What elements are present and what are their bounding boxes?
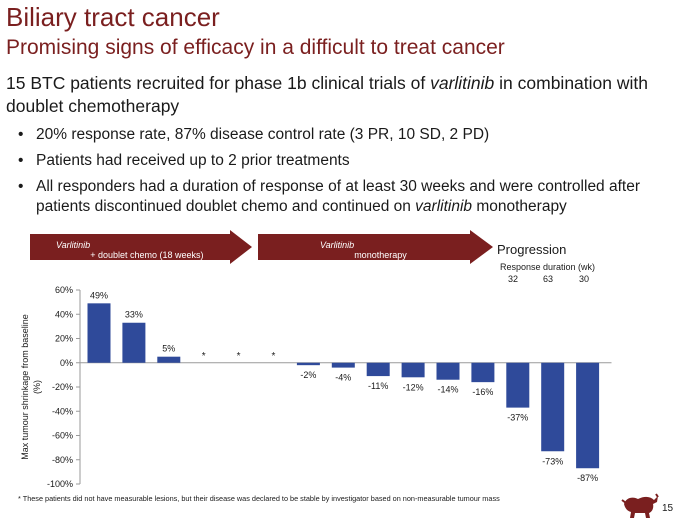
lead-post: in combination with doublet chemotherapy [6,73,648,116]
bar [506,362,530,408]
phase-2-drug: Varlitinib [320,240,355,250]
response-duration-2: 63 [542,274,553,284]
bar-value-label: -4% [335,373,351,383]
bar-value-label: 49% [90,290,108,300]
bar [157,356,181,363]
bar-value-label: -12% [403,382,424,392]
response-duration-3: 30 [578,274,589,284]
bullet-responders: All responders had a duration of respons… [18,177,688,217]
phase-1-label: Varlitinib + doublet chemo (18 weeks) [56,240,204,260]
bullet-3-pre: All responders had a duration of respons… [36,178,641,215]
bar-value-label: -37% [507,413,528,423]
footnote: * These patients did not have measurable… [18,494,500,503]
bar [87,303,111,363]
phase-2-rest: monotherapy [354,250,407,260]
bar-value-label: -16% [472,387,493,397]
bar-value-label: 5% [162,344,175,354]
bar-star-label: * [202,351,206,362]
y-tick-label: 20% [55,334,73,344]
bar [541,362,565,452]
bar-value-label: -11% [368,381,388,391]
bar [296,362,320,366]
bullet-1-text: 20% response rate, 87% disease control r… [36,126,490,143]
bar [401,362,425,378]
bullet-3-post: monotherapy [472,198,567,215]
bar [122,322,146,363]
arrow-shape-2 [258,230,493,264]
bar-value-label: 33% [125,310,143,320]
y-tick-label: -100% [47,479,73,489]
bar-star-label: * [237,351,241,362]
bar-value-label: -73% [542,456,563,466]
y-tick-label: 40% [55,309,73,319]
phase-1-drug: Varlitinib [56,240,91,250]
bull-logo-icon [621,493,659,518]
response-duration-1: 32 [507,274,518,284]
progression-label: Progression [497,242,567,257]
phase-arrow-monotherapy: Varlitinib monotherapy [258,230,493,264]
bar [471,362,495,383]
lead-pre: 15 BTC patients recruited for phase 1b c… [6,73,431,93]
bar-value-label: -87% [577,473,598,483]
y-tick-label: -60% [52,431,73,441]
y-tick-label: -80% [52,455,73,465]
bar [436,362,460,380]
phase-1-rest: + doublet chemo (18 weeks) [90,250,204,260]
arrow-shape-1 [30,230,252,264]
phase-2-label: Varlitinib monotherapy [320,240,407,260]
y-tick-label: 0% [60,358,73,368]
bar-value-label: -2% [300,370,316,380]
bullet-response-rate: 20% response rate, 87% disease control r… [18,125,688,145]
bar [576,362,600,469]
bar [331,362,355,368]
bullet-prior-treatments: Patients had received up to 2 prior trea… [18,151,688,171]
bar [366,362,390,377]
y-axis-title: Max tumour shrinkage from baseline [20,314,30,460]
page-subtitle: Promising signs of efficacy in a difficu… [6,36,505,59]
bar-value-label: -14% [437,385,458,395]
page-number: 15 [662,503,674,514]
bullet-2-text: Patients had received up to 2 prior trea… [36,152,350,169]
phase-arrow-combination: Varlitinib + doublet chemo (18 weeks) [30,230,252,264]
lead-drug: varlitinib [430,73,495,93]
bullet-list: 20% response rate, 87% disease control r… [18,125,688,223]
y-tick-label: -20% [52,382,73,392]
bullet-3-drug: varlitinib [415,198,473,215]
lead-paragraph: 15 BTC patients recruited for phase 1b c… [6,72,686,118]
response-duration-label: Response duration (wk) [500,262,596,272]
bar-star-label: * [272,351,276,362]
page-title: Biliary tract cancer [6,2,220,32]
y-axis-title-unit: (%) [32,380,42,394]
y-tick-label: 60% [55,285,73,295]
y-tick-label: -40% [52,406,73,416]
